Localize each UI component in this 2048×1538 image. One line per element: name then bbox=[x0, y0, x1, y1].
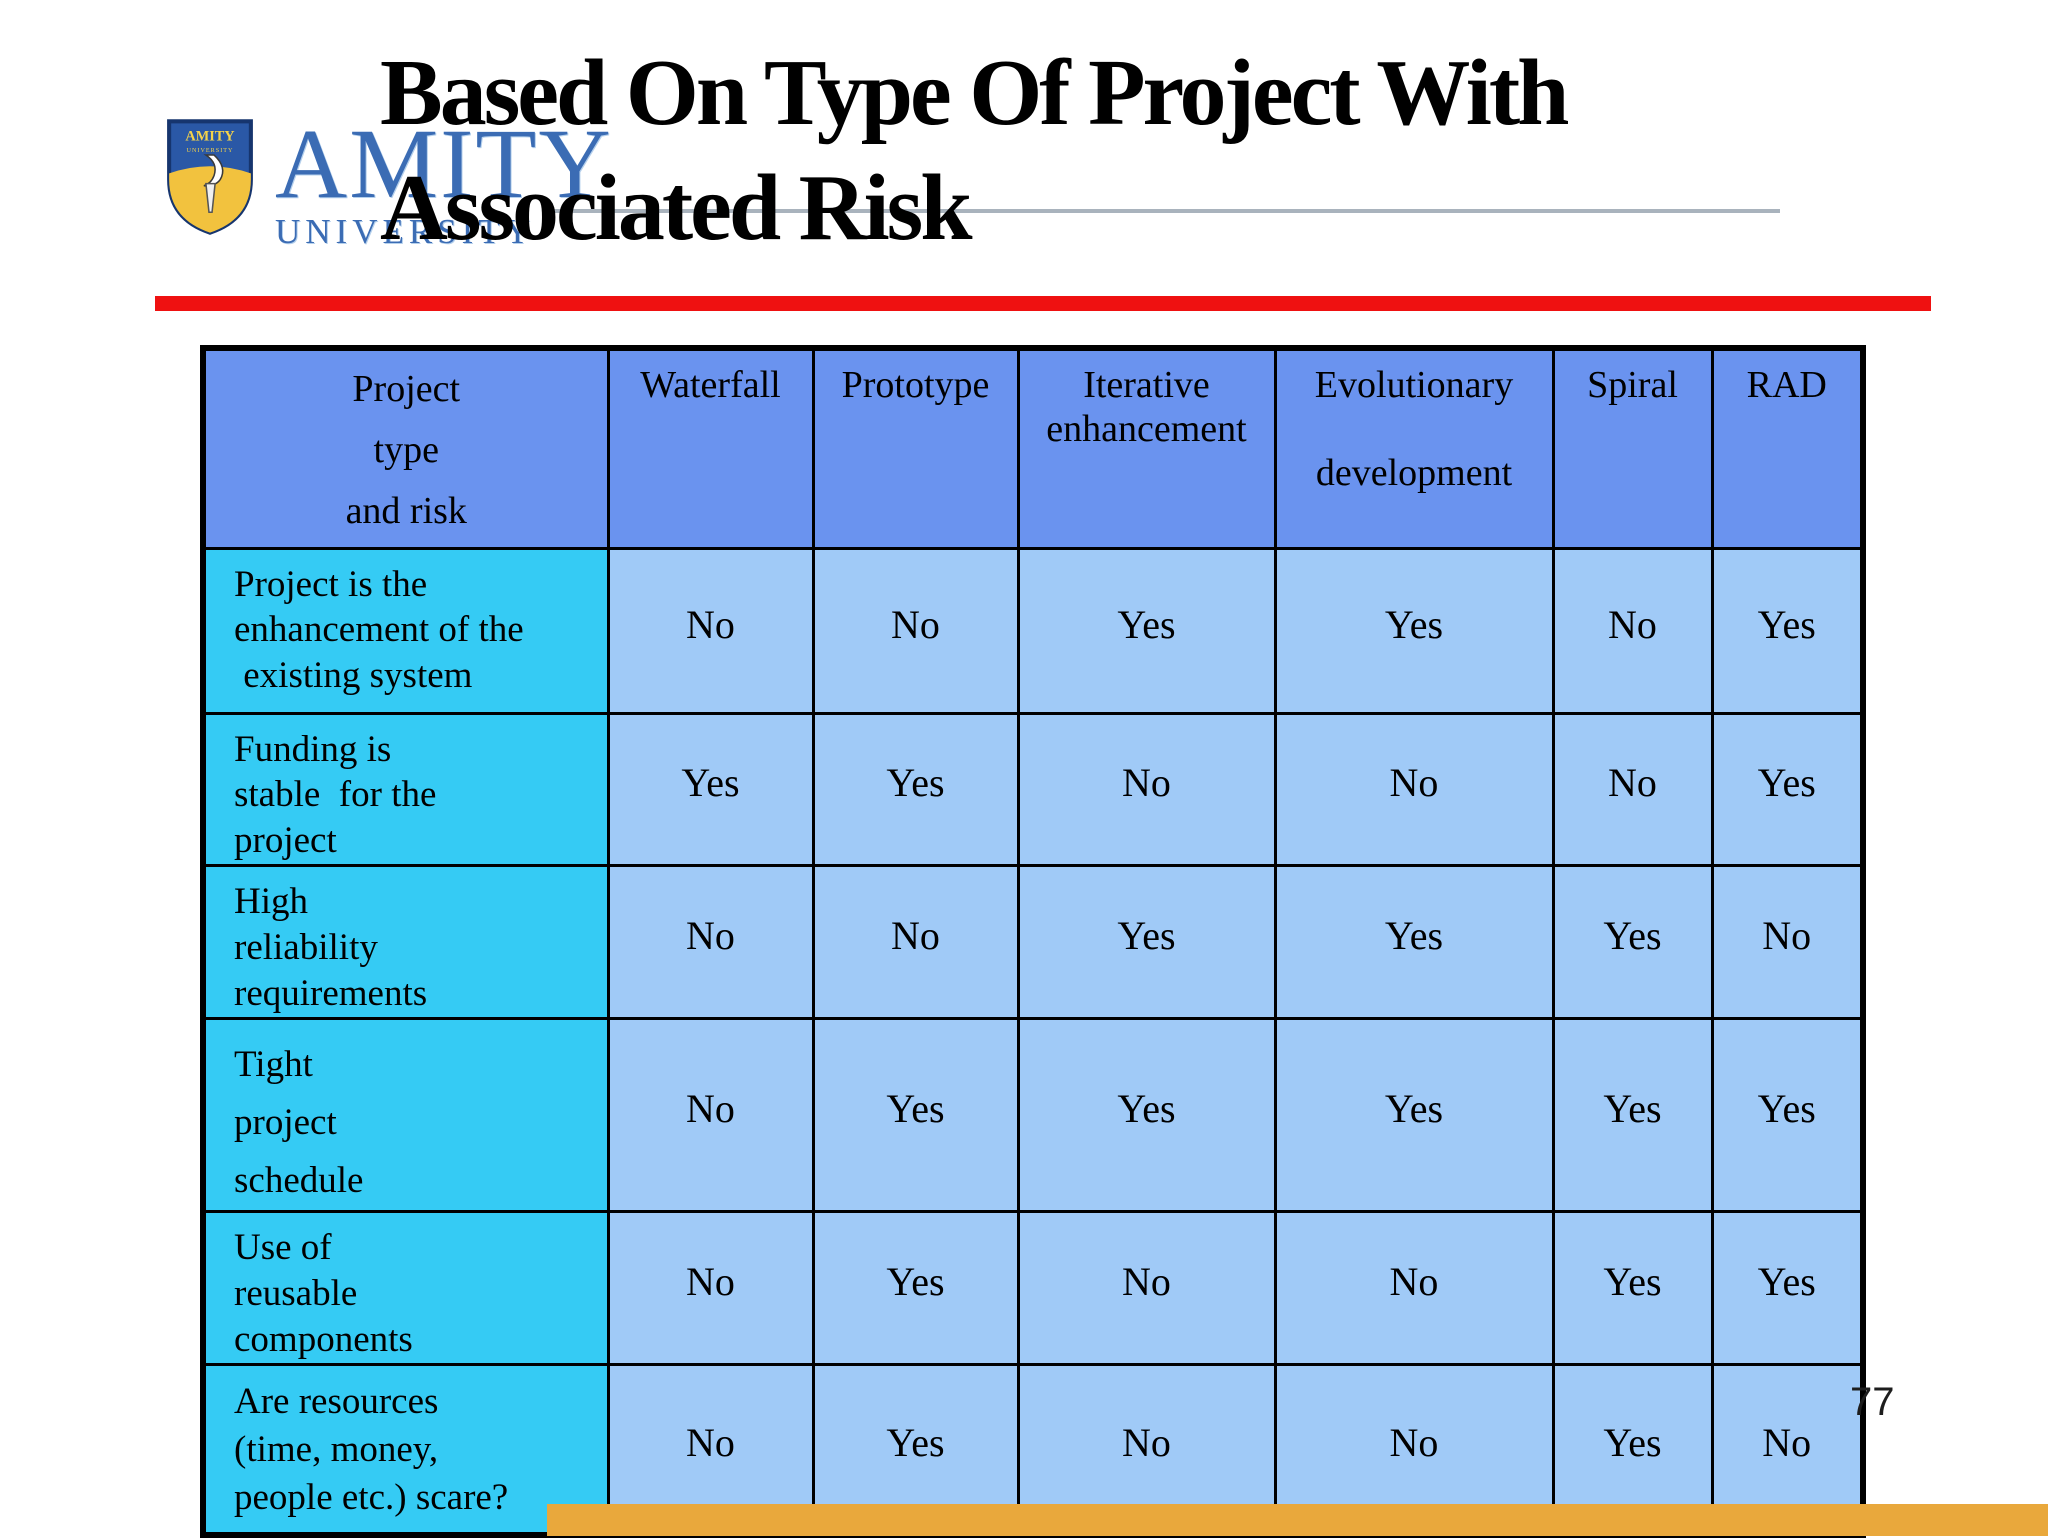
cell-value: Yes bbox=[1710, 711, 1865, 868]
torch-handle-icon bbox=[205, 182, 216, 214]
cell-value: Yes bbox=[1710, 1210, 1865, 1366]
table-row: High reliability requirements No No Yes … bbox=[201, 864, 1865, 1021]
cell-value: Yes bbox=[1551, 864, 1714, 1021]
cell-value: Yes bbox=[1551, 1017, 1714, 1214]
torch-flame-icon bbox=[203, 154, 224, 187]
cell-value: No bbox=[1016, 711, 1277, 868]
cell-value: No bbox=[606, 546, 815, 715]
column-header-spiral: Spiral bbox=[1551, 346, 1714, 550]
red-divider bbox=[155, 296, 1931, 311]
cell-value: Yes bbox=[811, 1210, 1020, 1366]
column-header-waterfall: Waterfall bbox=[606, 346, 815, 550]
wordmark-amity: AMITY bbox=[275, 108, 613, 219]
wordmark-university: UNIVERSITY bbox=[275, 212, 535, 251]
corner-header-project-type-risk: Project type and risk bbox=[201, 346, 610, 550]
row-label-funding: Funding is stable for the project bbox=[201, 711, 610, 868]
cell-value: Yes bbox=[811, 711, 1020, 868]
column-header-prototype: Prototype bbox=[811, 346, 1020, 550]
row-label-resources: Are resources (time, money, people etc.)… bbox=[201, 1362, 610, 1537]
table-container: Project type and risk Waterfall Prototyp… bbox=[200, 345, 1866, 1538]
cell-value: No bbox=[606, 1017, 815, 1214]
cell-value: No bbox=[811, 546, 1020, 715]
cell-value: Yes bbox=[1710, 546, 1865, 715]
bottom-accent-bar bbox=[547, 1504, 2048, 1536]
cell-value: No bbox=[1551, 711, 1714, 868]
column-header-evolutionary-development: Evolutionary development bbox=[1273, 346, 1555, 550]
shield-text-amity: AMITY bbox=[185, 129, 235, 145]
cell-value: No bbox=[1710, 864, 1865, 1021]
row-label-reliability: High reliability requirements bbox=[201, 864, 610, 1021]
table-row: Funding is stable for the project Yes Ye… bbox=[201, 711, 1865, 868]
cell-value: Yes bbox=[1016, 864, 1277, 1021]
cell-value: Yes bbox=[1016, 1017, 1277, 1214]
table-row: Use of reusable components No Yes No No … bbox=[201, 1210, 1865, 1366]
cell-value: Yes bbox=[1710, 1017, 1865, 1214]
amity-wordmark: AMITY UNIVERSITY bbox=[275, 108, 613, 252]
cell-value: Yes bbox=[811, 1017, 1020, 1214]
amity-logo: AMITY UNIVERSITY AMITY UNIVERSITY bbox=[163, 108, 613, 252]
shield-text-university: UNIVERSITY bbox=[187, 148, 234, 154]
comparison-table: Project type and risk Waterfall Prototyp… bbox=[200, 345, 1866, 1538]
amity-shield-icon: AMITY UNIVERSITY bbox=[167, 119, 253, 235]
cell-value: Yes bbox=[1273, 864, 1555, 1021]
row-label-schedule: Tight project schedule bbox=[201, 1017, 610, 1214]
cell-value: No bbox=[606, 1210, 815, 1366]
row-label-enhancement: Project is the enhancement of the existi… bbox=[201, 546, 610, 715]
cell-value: No bbox=[1273, 1210, 1555, 1366]
cell-value: No bbox=[811, 864, 1020, 1021]
slide-title: Based On Type Of Project With Associated… bbox=[380, 41, 1569, 260]
cell-value: Yes bbox=[1273, 546, 1555, 715]
row-label-reusable: Use of reusable components bbox=[201, 1210, 610, 1366]
cell-value: No bbox=[1273, 711, 1555, 868]
cell-value: Yes bbox=[606, 711, 815, 868]
cell-value: No bbox=[1551, 546, 1714, 715]
column-header-rad: RAD bbox=[1710, 346, 1865, 550]
cell-value: No bbox=[606, 864, 815, 1021]
cell-value: Yes bbox=[1551, 1210, 1714, 1366]
header-row: Project type and risk Waterfall Prototyp… bbox=[201, 346, 1865, 550]
table-row: Tight project schedule No Yes Yes Yes Ye… bbox=[201, 1017, 1865, 1214]
page-number: 77 bbox=[1850, 1380, 1895, 1424]
cell-value: Yes bbox=[1016, 546, 1277, 715]
column-header-iterative-enhancement: Iterative enhancement bbox=[1016, 346, 1277, 550]
title-underline bbox=[548, 209, 1780, 213]
cell-value: Yes bbox=[1273, 1017, 1555, 1214]
cell-value: No bbox=[1016, 1210, 1277, 1366]
table-row: Project is the enhancement of the existi… bbox=[201, 546, 1865, 715]
